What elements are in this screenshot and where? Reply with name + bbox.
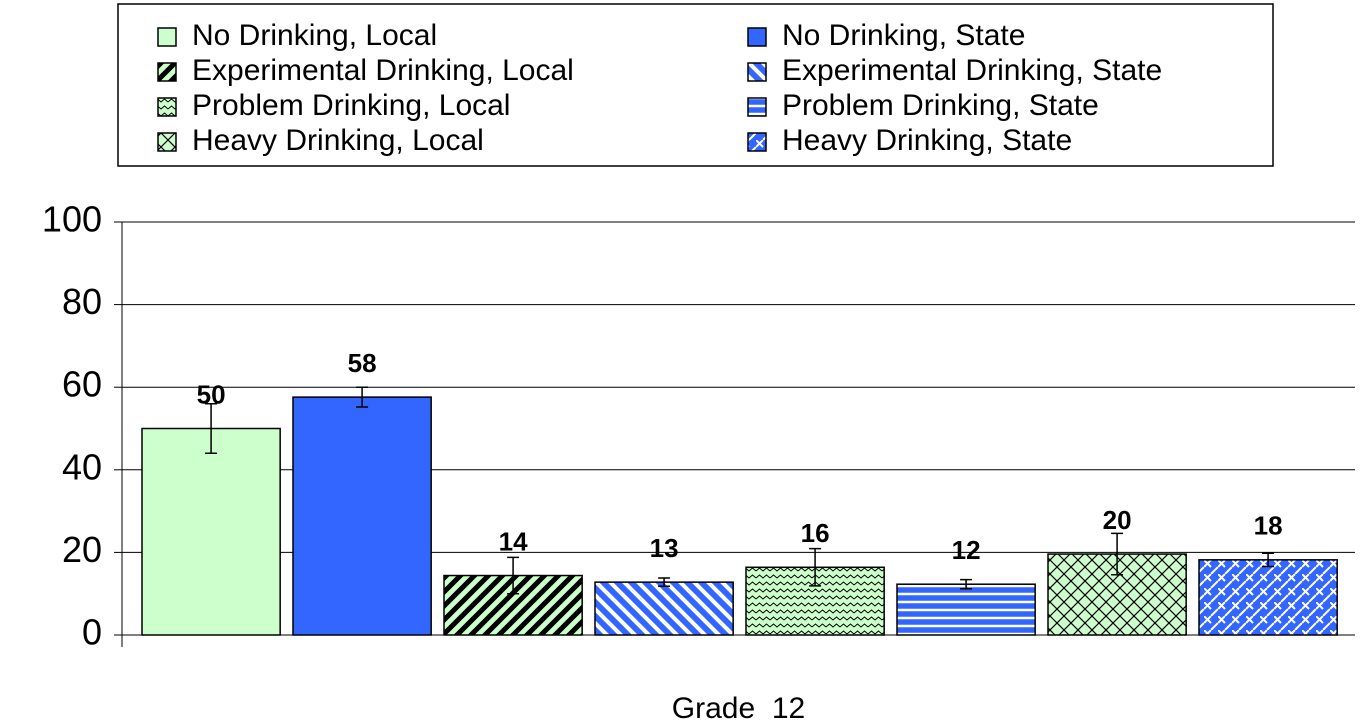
y-tick-label: 60 bbox=[62, 364, 102, 405]
error-bar bbox=[809, 547, 822, 587]
legend-swatch bbox=[747, 97, 767, 117]
bar bbox=[896, 583, 1036, 636]
y-tick-label: 80 bbox=[62, 281, 102, 322]
legend-label: Heavy Drinking, Local bbox=[192, 124, 484, 157]
legend-label: Heavy Drinking, State bbox=[782, 124, 1072, 157]
value-label: 58 bbox=[348, 348, 377, 378]
value-label: 20 bbox=[1103, 505, 1132, 535]
value-label: 14 bbox=[499, 526, 528, 556]
y-tick-label: 0 bbox=[82, 612, 102, 653]
legend-swatch bbox=[157, 132, 177, 152]
error-bar bbox=[960, 578, 973, 590]
x-tick-label: Grade 12 bbox=[672, 692, 805, 725]
legend-label: Experimental Drinking, State bbox=[782, 54, 1162, 87]
y-tick-label: 40 bbox=[62, 446, 102, 487]
legend-swatch bbox=[747, 27, 767, 47]
bar bbox=[292, 396, 432, 636]
value-label: 12 bbox=[952, 535, 981, 565]
value-label: 13 bbox=[650, 533, 679, 563]
legend-label: Problem Drinking, Local bbox=[192, 89, 510, 122]
legend-label: Problem Drinking, State bbox=[782, 89, 1099, 122]
legend-swatch bbox=[157, 27, 177, 47]
value-label: 16 bbox=[801, 518, 830, 548]
legend-swatch bbox=[747, 62, 767, 82]
legend-swatch bbox=[747, 132, 767, 152]
legend-label: Experimental Drinking, Local bbox=[192, 54, 574, 87]
error-bar bbox=[205, 402, 218, 455]
error-bar bbox=[1111, 532, 1124, 576]
error-bar bbox=[658, 577, 671, 588]
value-label: 18 bbox=[1254, 511, 1283, 541]
legend-box bbox=[117, 3, 1274, 167]
error-bar bbox=[356, 386, 369, 408]
value-label: 50 bbox=[197, 379, 226, 409]
bar bbox=[141, 427, 281, 636]
bar bbox=[594, 581, 734, 636]
legend-label: No Drinking, Local bbox=[192, 19, 437, 52]
legend-label: No Drinking, State bbox=[782, 19, 1025, 52]
legend-swatch bbox=[157, 62, 177, 82]
error-bar bbox=[507, 556, 520, 595]
legend-swatch bbox=[157, 97, 177, 117]
y-tick-label: 20 bbox=[62, 529, 102, 570]
y-tick-label: 100 bbox=[42, 199, 102, 240]
bar bbox=[1198, 559, 1338, 636]
error-bar bbox=[1262, 552, 1275, 568]
